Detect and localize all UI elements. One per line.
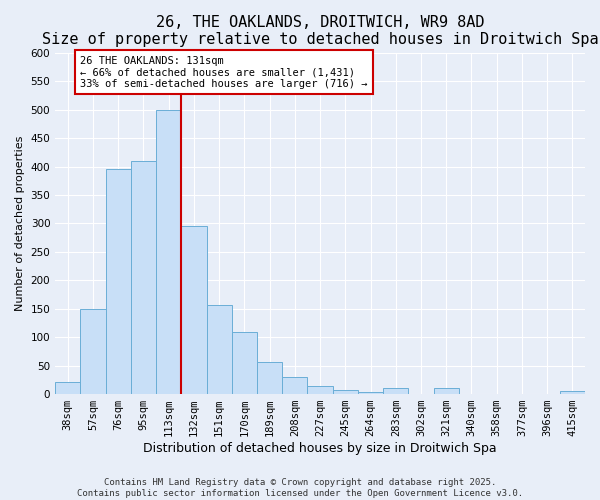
Bar (80, 308, 106, 394)
Bar (560, 391, 585, 394)
Bar (131, 161, 156, 394)
Bar (55, 382, 80, 394)
Bar (434, 388, 459, 394)
Bar (181, 226, 206, 394)
Bar (106, 170, 131, 394)
X-axis label: Distribution of detached houses by size in Droitwich Spa: Distribution of detached houses by size … (143, 442, 497, 455)
Bar (232, 332, 257, 394)
Text: 26 THE OAKLANDS: 131sqm
← 66% of detached houses are smaller (1,431)
33% of semi: 26 THE OAKLANDS: 131sqm ← 66% of detache… (80, 56, 368, 89)
Bar (358, 392, 383, 394)
Bar (156, 110, 181, 394)
Title: 26, THE OAKLANDS, DROITWICH, WR9 8AD
Size of property relative to detached house: 26, THE OAKLANDS, DROITWICH, WR9 8AD Siz… (42, 15, 598, 48)
Bar (282, 377, 307, 394)
Bar (332, 390, 358, 394)
Text: Contains HM Land Registry data © Crown copyright and database right 2025.
Contai: Contains HM Land Registry data © Crown c… (77, 478, 523, 498)
Y-axis label: Number of detached properties: Number of detached properties (15, 136, 25, 311)
Bar (257, 362, 282, 394)
Bar (307, 386, 332, 394)
Bar (383, 388, 409, 394)
Bar (206, 305, 232, 394)
